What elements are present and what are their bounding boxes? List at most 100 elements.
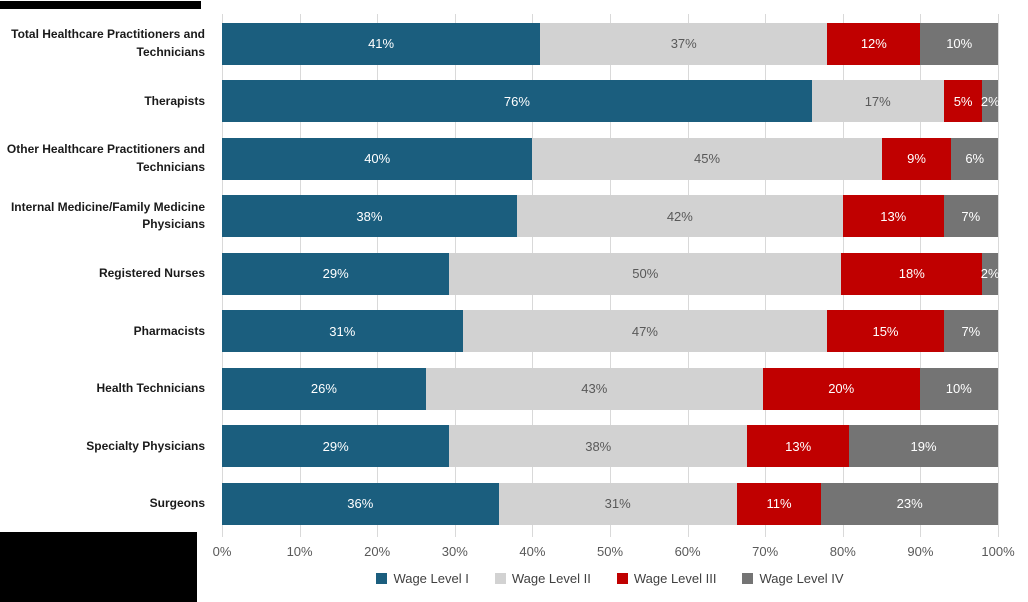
bar-value-label: 12% [860,36,887,52]
bar-row: Other Healthcare Practitioners and Techn… [0,130,999,188]
category-label: Health Technicians [96,381,205,396]
bar-segment-wage-level-iv: 2% [980,252,1000,295]
bar-value-label: 7% [961,208,981,224]
bar-value-label: 10% [945,381,972,397]
bar-segment-wage-level-iv: 19% [849,425,998,468]
bar-segment-wage-level-iv: 6% [951,137,999,180]
bar-value-label: 18% [898,266,925,282]
bar-value-label: 19% [910,438,937,454]
x-tick-label: 90% [907,544,934,559]
bar-value-label: 17% [864,93,891,109]
bar-value-label: 31% [604,496,631,512]
category-label: Specialty Physicians [86,438,205,453]
x-tick-label: 70% [752,544,779,559]
bar-segment-wage-level-iv: 7% [943,195,998,238]
legend-label: Wage Level III [633,571,717,586]
x-tick-label: 40% [519,544,546,559]
x-axis-tick-labels: 0% 10% 20% 30% 40% 50% 60% 70% 80% 90% 100% [213,544,1015,562]
bar-value-label: 9% [907,151,926,167]
bar-segment-wage-level-i: 38% [222,195,517,238]
category-label: Total Healthcare Practitioners and Techn… [11,27,205,59]
bar-value-label: 7% [961,323,981,339]
legend-item-wage-level-i: Wage Level I [376,571,469,586]
bar-segment-wage-level-i: 26% [222,367,426,410]
category-label: Other Healthcare Practitioners and Techn… [6,142,205,174]
x-tick-label: 30% [441,544,468,559]
bar-segment-wage-level-ii: 47% [462,310,828,353]
x-tick-label: 20% [364,544,391,559]
bar-row: Health Technicians 26% 43% 20% 10% [0,360,998,418]
category-label: Internal Medicine/Family Medicine Physic… [10,199,205,232]
bar-value-label: 40% [364,151,391,167]
redaction-bar-top [0,1,201,9]
bar-value-label: 41% [368,36,395,52]
bar-segment-wage-level-iii: 12% [827,22,921,65]
bar-value-label: 29% [322,266,349,282]
bar-value-label: 11% [766,496,792,512]
bar-row: Pharmacists 31% 47% 15% 7% [0,303,998,361]
legend-item-wage-level-iv: Wage Level IV [742,571,844,586]
bar-value-label: 31% [329,323,356,339]
bar-segment-wage-level-ii: 38% [449,425,748,468]
bar-value-label: 45% [693,151,721,167]
bar-value-label: 37% [670,36,697,52]
x-tick-label: 10% [286,544,313,559]
redaction-block-bottom [0,532,197,602]
bar-segment-wage-level-iii: 13% [842,195,944,238]
bar-row: Registered Nurses 29% 50% 18% 2% [0,245,1000,303]
stacked-bar: 29% 38% 13% 19% [222,425,998,468]
legend-swatch [376,573,388,584]
stacked-bar: 41% 37% 12% 10% [222,22,998,65]
bar-segment-wage-level-i: 29% [222,425,450,468]
bar-segment-wage-level-i: 31% [222,310,463,353]
bar-segment-wage-level-iv: 10% [920,22,998,65]
bar-segment-wage-level-iii: 13% [747,425,850,468]
category-label: Surgeons [149,496,205,511]
legend-label: Wage Level II [511,571,591,586]
legend-label: Wage Level I [393,571,469,586]
legend-item-wage-level-ii: Wage Level II [494,571,591,586]
grid-line [998,14,999,537]
stacked-bar: 40% 45% 9% 6% [222,137,999,180]
bar-segment-wage-level-ii: 17% [811,80,944,123]
bar-value-label: 29% [322,438,349,454]
bar-value-label: 50% [632,266,659,282]
bar-row: Surgeons 36% 31% 11% 23% [0,475,998,533]
x-tick-label: 100% [981,544,1015,559]
bar-value-label: 20% [828,381,855,397]
bar-value-label: 36% [347,496,374,512]
stacked-bar: 36% 31% 11% 23% [222,482,998,525]
category-label: Registered Nurses [98,266,205,281]
bar-value-label: 5% [953,93,973,109]
stacked-bar: 29% 50% 18% 2% [222,252,1000,295]
bar-row: Internal Medicine/Family Medicine Physic… [0,188,998,246]
bar-segment-wage-level-iii: 20% [762,367,920,410]
category-label: Therapists [144,93,205,108]
bar-segment-wage-level-i: 36% [222,482,499,525]
category-label: Pharmacists [133,323,205,338]
bar-row: Specialty Physicians 29% 38% 13% 19% [0,418,998,476]
bar-value-label: 26% [310,381,337,397]
bar-value-label: 6% [965,151,985,167]
stacked-bar: 38% 42% 13% 7% [222,195,998,238]
stacked-bar: 31% 47% 15% 7% [222,310,998,353]
bar-segment-wage-level-ii: 43% [425,367,763,410]
bar-segment-wage-level-iii: 18% [841,252,983,295]
bar-segment-wage-level-iii: 5% [943,80,983,123]
stacked-bar: 26% 43% 20% 10% [222,367,998,410]
bar-value-label: 2% [980,266,1000,282]
x-tick-label: 60% [674,544,701,559]
legend-swatch [494,573,506,584]
bar-segment-wage-level-i: 76% [222,80,812,123]
bar-value-label: 23% [896,496,923,512]
bar-segment-wage-level-i: 40% [222,137,533,180]
bar-segment-wage-level-ii: 37% [540,22,828,65]
legend-swatch [742,573,754,584]
bar-value-label: 15% [872,323,899,339]
bar-segment-wage-level-ii: 50% [449,252,842,295]
bar-row: Therapists 76% 17% 5% 2% [0,73,1000,131]
bar-value-label: 42% [666,208,693,224]
bar-segment-wage-level-iv: 2% [981,80,1000,123]
bar-segment-wage-level-iii: 9% [881,137,952,180]
